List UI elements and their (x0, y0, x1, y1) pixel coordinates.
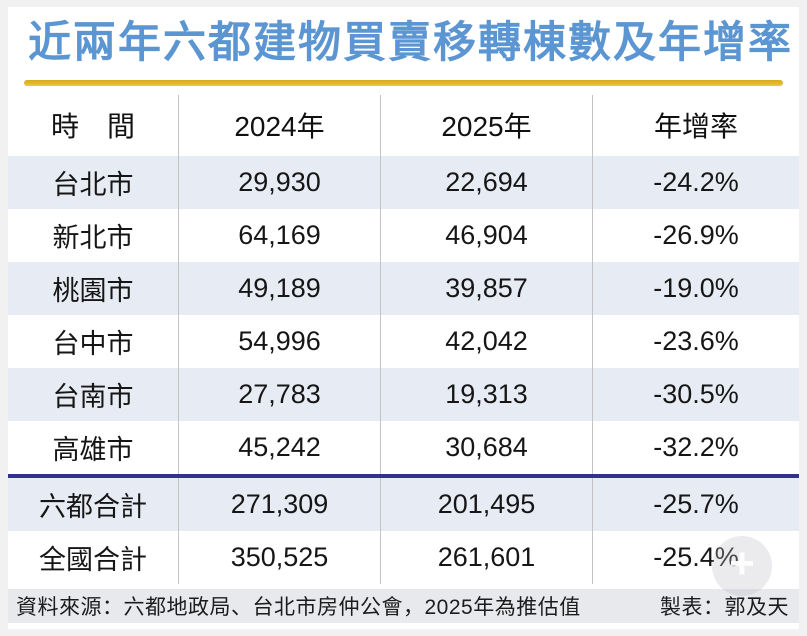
column-header-yoy: 年增率 (592, 94, 799, 156)
page-title: 近兩年六都建物買賣移轉棟數及年增率 (28, 19, 793, 67)
table-cell: 54,996 (178, 314, 380, 368)
data-table: 時 間 2024年 2025年 年增率 台北市 29,930 22,694 -2… (8, 94, 799, 584)
table-cell: 64,169 (178, 208, 380, 262)
table-cell: -19.0% (592, 261, 799, 315)
table-cell: -25.4% (592, 530, 799, 584)
row-label: 台南市 (8, 367, 178, 421)
row-label: 高雄市 (52, 434, 134, 465)
table-cell: -32.2% (592, 420, 799, 474)
column-header-2025: 2025年 (380, 94, 592, 156)
footer-bar: 資料來源：六都地政局、台北市房仲公會，2025年為推估值 製表：郭及天 (8, 588, 799, 623)
credit-note: 製表：郭及天 (660, 595, 789, 619)
row-label: 台北市 (8, 155, 178, 209)
table-cell: 29,930 (178, 155, 380, 209)
table-cell: -25.7% (592, 477, 799, 531)
table-cell: 30,684 (380, 420, 592, 474)
table-cell: -24.2% (592, 155, 799, 209)
title-underline-rule (24, 79, 783, 86)
table-cell: 42,042 (380, 314, 592, 368)
table-cell: 49,189 (178, 261, 380, 315)
column-header-2024: 2024年 (178, 94, 380, 156)
summary-divider-rule (8, 473, 799, 478)
table-cell: 19,313 (380, 367, 592, 421)
row-label: 台中市 (52, 328, 134, 359)
column-header-time: 時 間 (50, 111, 135, 143)
table-cell: -23.6% (592, 314, 799, 368)
table-cell: -30.5% (592, 367, 799, 421)
table-cell: 39,857 (380, 261, 592, 315)
table-cell: 22,694 (380, 155, 592, 209)
table-cell: 271,309 (178, 477, 380, 531)
row-label: 新北市 (52, 222, 134, 253)
summary-row-label: 六都合計 (8, 477, 178, 531)
source-note: 資料來源：六都地政局、台北市房仲公會，2025年為推估值 (16, 595, 581, 619)
row-label: 桃園市 (8, 261, 178, 315)
table-cell: 46,904 (380, 208, 592, 262)
summary-row-label: 全國合計 (39, 544, 147, 575)
content-area: 近兩年六都建物買賣移轉棟數及年增率 時 間 2024年 2025年 年增率 台北… (8, 7, 799, 629)
table-cell: 27,783 (178, 367, 380, 421)
table-cell: 350,525 (178, 530, 380, 584)
table-cell: 45,242 (178, 420, 380, 474)
table-cell: 201,495 (380, 477, 592, 531)
table-cell: 261,601 (380, 530, 592, 584)
table-cell: -26.9% (592, 208, 799, 262)
